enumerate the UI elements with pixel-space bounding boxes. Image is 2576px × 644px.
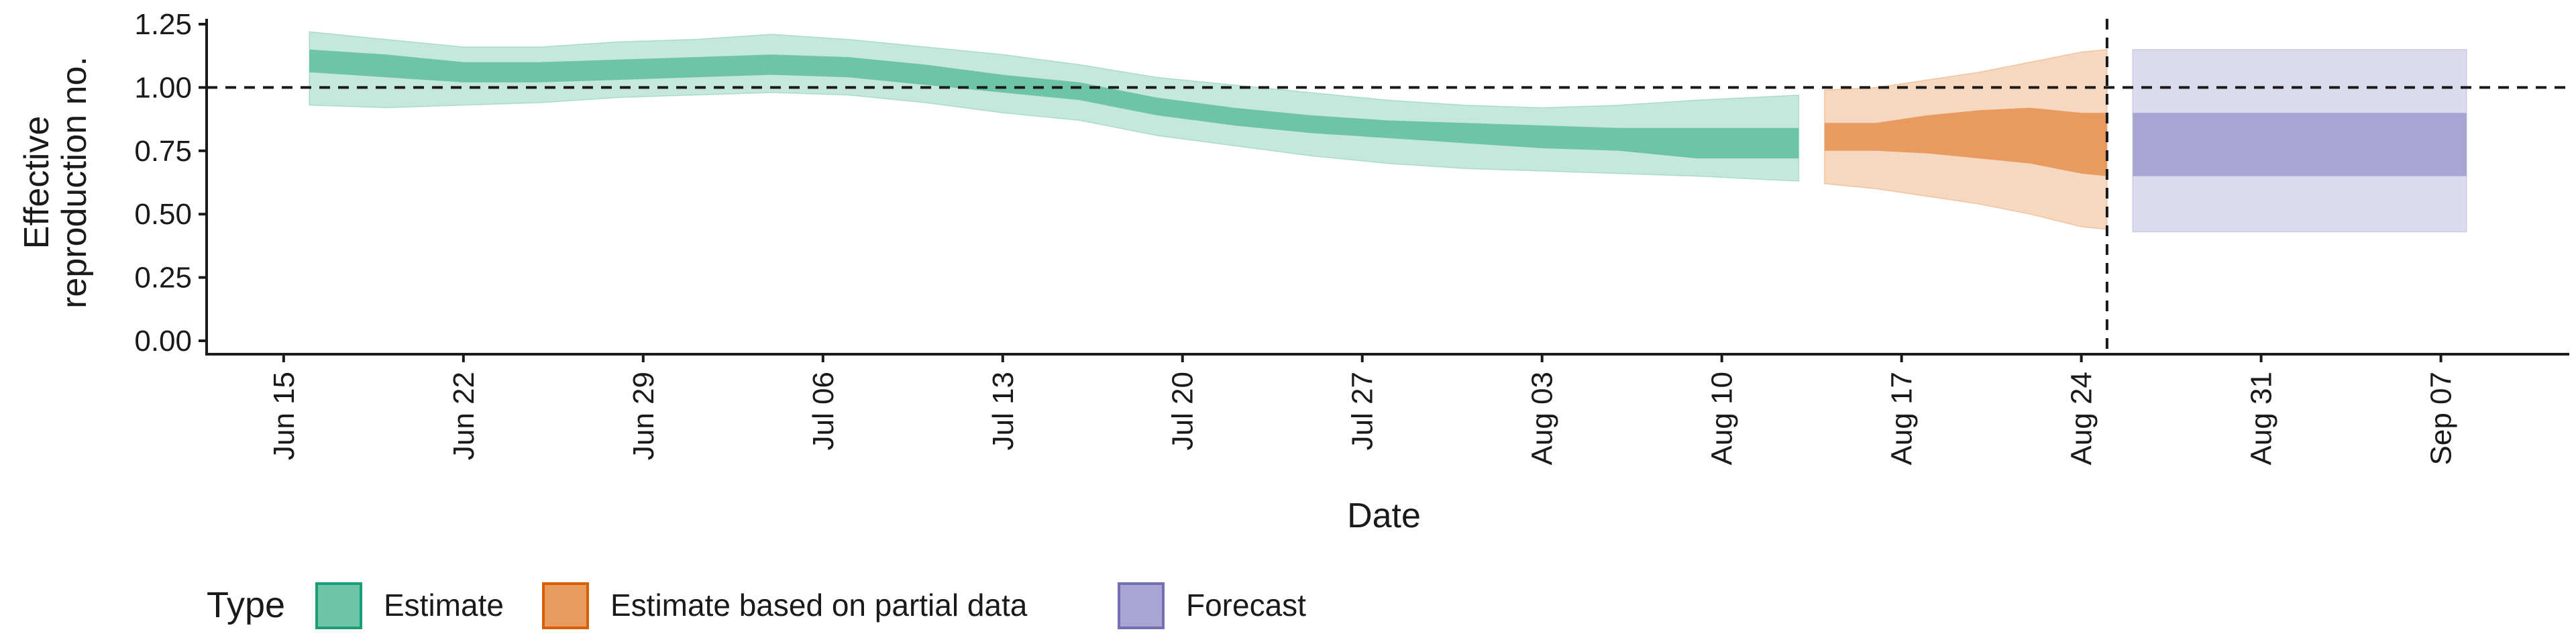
x-tick-label: Jul 27 [1346, 372, 1379, 450]
legend-title: Type [207, 585, 285, 625]
legend-key [1118, 582, 1165, 629]
x-tick-label: Jul 13 [987, 372, 1020, 450]
x-tick-label: Jun 15 [268, 372, 301, 460]
x-tick-label: Jul 06 [807, 372, 840, 450]
legend: Type Estimate Estimate based on partial da… [207, 582, 1306, 629]
y-tick-label: 1.00 [134, 71, 192, 104]
legend-label: Estimate [384, 588, 504, 623]
x-axis-label: Date [1347, 496, 1421, 535]
series-2 [1824, 48, 2108, 230]
legend-entry: Forecast [1118, 582, 1306, 629]
legend-label: Estimate based on partial data [610, 588, 1028, 623]
legend-key [542, 582, 589, 629]
series-1-band-90 [309, 31, 1800, 182]
x-tick-label: Aug 10 [1706, 372, 1739, 465]
legend-label: Forecast [1186, 588, 1306, 623]
x-tick-label: Aug 31 [2245, 372, 2278, 465]
series-1-band-50 [309, 49, 1799, 159]
x-tick-label: Jun 22 [447, 372, 480, 460]
series-bands [309, 31, 2467, 233]
axes: 0.00 0.25 0.50 0.75 1.00 1.25 Jun 15 Jun 22 Jun … [134, 8, 2569, 465]
y-tick-label: 0.50 [134, 198, 192, 231]
series-1 [309, 31, 1800, 182]
x-tick-label: Sep 07 [2425, 372, 2458, 465]
series-3 [2132, 49, 2467, 233]
legend-key [315, 582, 362, 629]
x-tick-label: Jun 29 [627, 372, 660, 460]
y-axis-label-line: Effective [17, 116, 56, 249]
y-axis-label-line: reproduction no. [55, 56, 94, 309]
y-tick-label: 0.00 [134, 325, 192, 358]
legend-entry: Estimate [315, 582, 504, 629]
x-tick-label: Aug 24 [2065, 372, 2098, 465]
series-3-band-50 [2133, 113, 2467, 176]
y-tick-label: 1.25 [134, 8, 192, 41]
legend-entry: Estimate based on partial data [542, 582, 1028, 629]
x-tick-label: Jul 20 [1167, 372, 1199, 450]
y-tick-label: 0.25 [134, 262, 192, 294]
x-tick-label: Aug 03 [1526, 372, 1559, 465]
y-tick-label: 0.75 [134, 135, 192, 168]
x-tick-label: Aug 17 [1886, 372, 1919, 465]
series-2-band-50 [1824, 107, 2107, 176]
